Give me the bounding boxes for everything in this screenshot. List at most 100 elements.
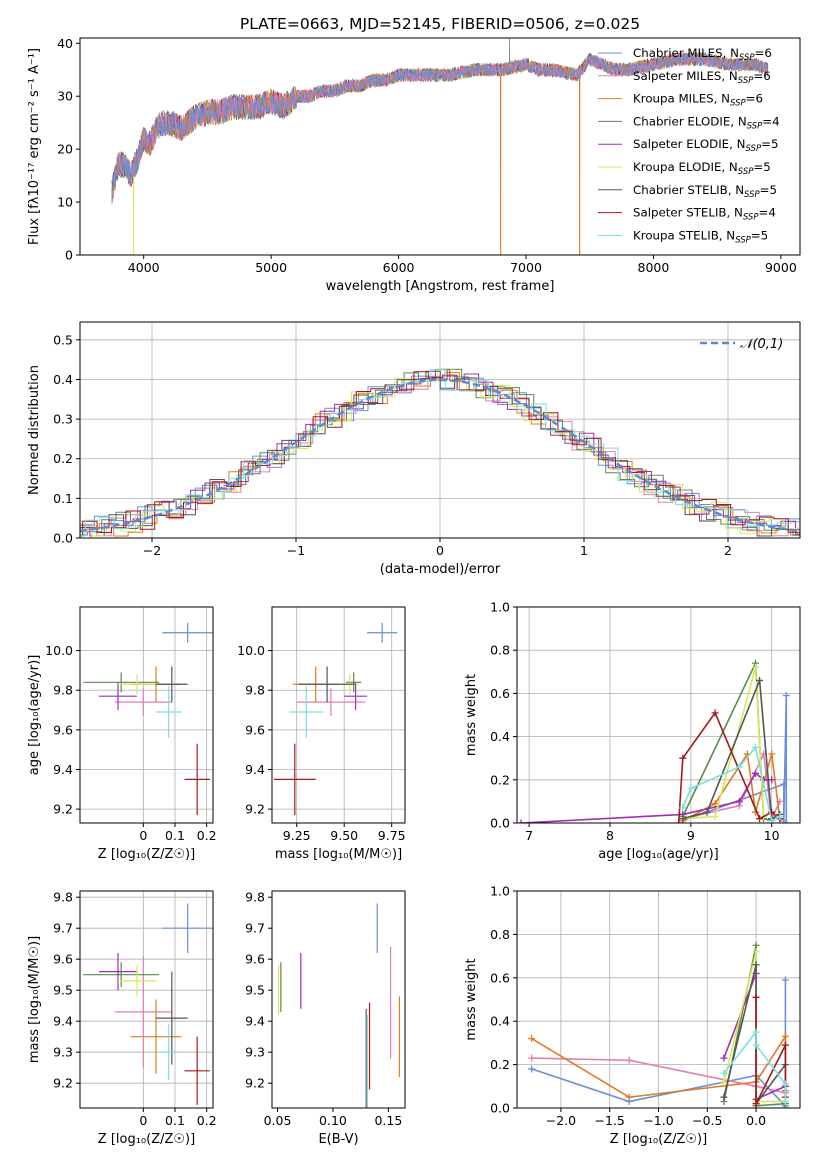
spectrum-y-tick-label: 30 <box>57 89 73 104</box>
mass-vs-Z-y-tick-label: 9.8 <box>53 890 73 905</box>
mass-vs-ebv-x-tick-label: 0.15 <box>374 1113 402 1128</box>
mass-vs-ebv-frame <box>271 890 406 1109</box>
age-vs-Z-x-tick-label: 0.1 <box>165 828 185 843</box>
weight-vs-Z-marker <box>752 1028 760 1036</box>
weight-vs-age-plot-area <box>517 659 790 823</box>
mass-vs-Z-x-tick-label: 0 <box>139 1113 147 1128</box>
legend-entry: Kroupa STELIB, NSSP=5 <box>633 228 768 245</box>
weight-vs-Z-marker <box>625 1093 633 1101</box>
weight-vs-Z-marker <box>781 1080 789 1088</box>
mass-vs-ebv-y-tick-label: 9.7 <box>245 921 265 936</box>
spectrum-legend: Chabrier MILES, NSSP=6 Salpeter MILES, NS… <box>598 46 780 245</box>
residuals-x-tick-label: 0 <box>436 543 444 558</box>
spectrum-line <box>111 51 769 255</box>
weight-vs-age-marker <box>517 819 525 823</box>
weight-vs-age-marker <box>735 763 743 771</box>
weight-vs-age-x-tick-label: 9 <box>687 828 695 843</box>
weight-vs-age-marker <box>752 769 760 777</box>
residuals-x-label: (data-model)/error <box>380 562 501 577</box>
weight-vs-Z-marker <box>781 1041 789 1049</box>
age-vs-mass-plot-area <box>273 622 398 816</box>
weight-vs-Z-marker <box>781 976 789 984</box>
mass-vs-ebv-x-tick-label: 0.05 <box>264 1113 292 1128</box>
mass-vs-ebv-y-tick-label: 9.2 <box>245 1076 265 1091</box>
mass-vs-ebv-plot-area <box>278 903 401 1108</box>
weight-vs-Z-panel: −2.0 −1.5 −1.0 −0.5 0.0 0.0 0.2 0.4 0.6 0.8 1.0 Z [… <box>464 884 801 1147</box>
weight-vs-age-y-tick-label: 0.0 <box>490 816 510 831</box>
mass-vs-Z-y-tick-label: 9.6 <box>53 952 73 967</box>
weight-vs-Z-y-tick-label: 0.4 <box>490 1014 510 1029</box>
age-vs-Z-y-tick-label: 10.0 <box>45 643 73 658</box>
mass-vs-ebv-y-tick-label: 9.8 <box>245 890 265 905</box>
residuals-y-tick-label: 0.4 <box>53 372 73 387</box>
residuals-x-tick-label: −1 <box>287 543 305 558</box>
residuals-x-tick-label: −2 <box>143 543 161 558</box>
legend-entry: Chabrier ELODIE, NSSP=4 <box>633 114 780 131</box>
mass-vs-Z-x-tick-label: 0.2 <box>197 1113 217 1128</box>
weight-vs-age-marker <box>711 800 719 808</box>
mass-vs-Z-y-label: mass [log₁₀(M/M☉)] <box>27 936 42 1063</box>
spectrum-x-tick-label: 8000 <box>638 260 670 275</box>
weight-vs-Z-y-tick-label: 0.8 <box>490 927 510 942</box>
age-vs-mass-y-tick-label: 9.6 <box>245 722 265 737</box>
weight-vs-Z-x-tick-label: −0.5 <box>692 1113 722 1128</box>
weight-vs-Z-y-tick-label: 1.0 <box>490 884 510 899</box>
age-vs-mass-y-tick-label: 10.0 <box>237 643 265 658</box>
mass-vs-Z-x-label: Z [log₁₀(Z/Z☉)] <box>98 1132 195 1147</box>
weight-vs-Z-y-label: mass weight <box>464 958 479 1040</box>
spectrum-y-tick-label: 0 <box>65 248 73 263</box>
spectrum-x-tick-label: 4000 <box>128 260 160 275</box>
age-vs-Z-panel: 0 0.1 0.2 9.2 9.4 9.6 9.8 10.0 Z [log₁₀(Z/Z☉)] ag… <box>27 606 217 862</box>
legend-entry: Salpeter MILES, NSSP=6 <box>633 69 771 86</box>
weight-vs-age-marker <box>780 780 788 788</box>
weight-vs-Z-marker <box>720 1078 728 1086</box>
weight-vs-age-y-tick-label: 0.8 <box>490 643 510 658</box>
spectrum-x-tick-label: 6000 <box>383 260 415 275</box>
weight-vs-age-marker <box>756 676 764 684</box>
age-vs-mass-panel: 9.25 9.50 9.75 9.2 9.4 9.6 9.8 10.0 mass [log₁₀(… <box>237 606 406 862</box>
spectrum-y-label: Flux [fλ10⁻¹⁷ erg cm⁻² s⁻¹ A⁻¹] <box>27 48 42 245</box>
weight-vs-Z-plot-area <box>528 941 789 1108</box>
weight-vs-age-marker <box>711 709 719 717</box>
weight-vs-Z-line <box>755 997 787 1105</box>
legend-entry: Chabrier STELIB, NSSP=5 <box>633 183 777 200</box>
weight-vs-age-y-tick-label: 0.6 <box>490 686 510 701</box>
residuals-panel: −2 −1 0 1 2 0.0 0.1 0.2 0.3 0.4 0.5 (data-model)/er… <box>27 321 801 577</box>
mass-vs-Z-y-tick-label: 9.3 <box>53 1045 73 1060</box>
weight-vs-age-marker <box>782 819 790 823</box>
residuals-y-tick-label: 0.5 <box>53 332 73 347</box>
weight-vs-Z-marker <box>720 1093 728 1101</box>
mass-vs-ebv-y-tick-label: 9.6 <box>245 952 265 967</box>
residual-histogram <box>80 370 800 537</box>
weight-vs-Z-x-label: Z [log₁₀(Z/Z☉)] <box>610 1132 707 1147</box>
weight-vs-age-line <box>677 711 781 823</box>
weight-vs-Z-marker <box>528 1065 536 1073</box>
weight-vs-age-y-tick-label: 0.2 <box>490 772 510 787</box>
mass-vs-Z-y-tick-label: 9.5 <box>53 983 73 998</box>
weight-vs-age-marker <box>679 754 687 762</box>
residuals-x-tick-label: 2 <box>724 543 732 558</box>
weight-vs-age-frame <box>516 606 801 824</box>
weight-vs-age-x-tick-label: 7 <box>525 828 533 843</box>
weight-vs-Z-marker <box>625 1056 633 1064</box>
residuals-y-label: Normed distribution <box>27 365 42 495</box>
mass-vs-ebv-y-tick-label: 9.5 <box>245 983 265 998</box>
weight-vs-Z-marker <box>752 1100 760 1108</box>
residuals-y-tick-label: 0.2 <box>53 451 73 466</box>
weight-vs-age-marker <box>687 784 695 792</box>
age-vs-mass-x-label: mass [log₁₀(M/M☉)] <box>275 847 402 862</box>
residuals-y-tick-label: 0.0 <box>53 531 73 546</box>
weight-vs-age-line <box>682 745 781 823</box>
weight-vs-Z-marker <box>528 1035 536 1043</box>
normal-curve <box>80 378 800 533</box>
weight-vs-Z-marker <box>752 1041 760 1049</box>
age-vs-mass-x-tick-label: 9.25 <box>283 828 311 843</box>
residuals-y-tick-label: 0.3 <box>53 412 73 427</box>
weight-vs-Z-y-tick-label: 0.2 <box>490 1057 510 1072</box>
weight-vs-age-marker <box>679 815 687 823</box>
mass-vs-ebv-x-tick-label: 0.10 <box>319 1113 347 1128</box>
figure-title: PLATE=0663, MJD=52145, FIBERID=0506, z=0… <box>240 15 640 33</box>
mass-vs-Z-y-tick-label: 9.2 <box>53 1076 73 1091</box>
age-vs-Z-x-tick-label: 0 <box>139 828 147 843</box>
mass-vs-Z-y-tick-label: 9.4 <box>53 1014 73 1029</box>
